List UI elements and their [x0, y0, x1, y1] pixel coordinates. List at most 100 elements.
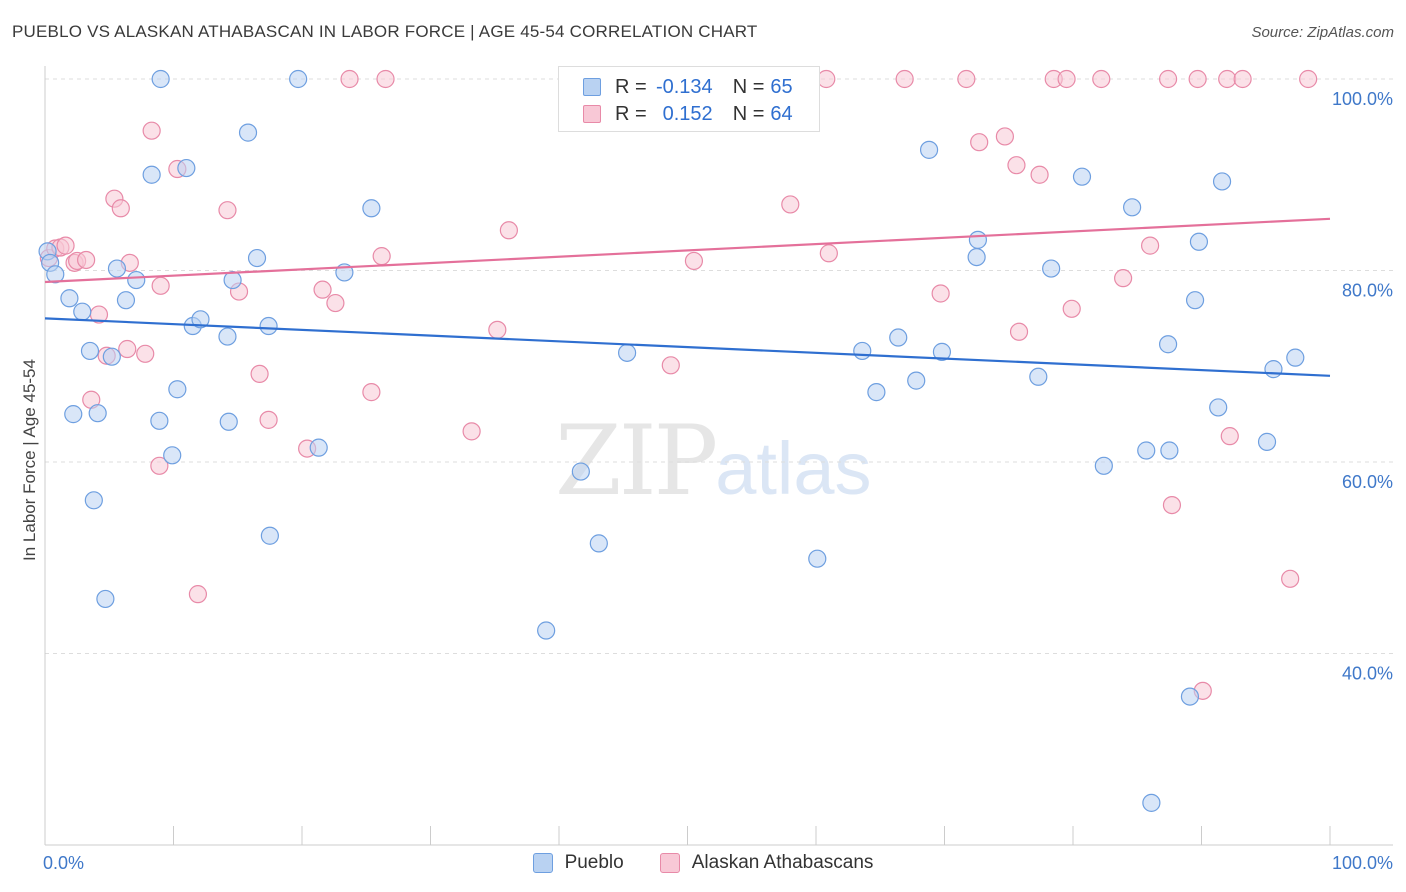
athabascan-point — [111, 199, 130, 218]
pueblo-point — [191, 310, 210, 329]
pueblo-point — [259, 316, 278, 336]
athabascan-point — [684, 251, 704, 271]
athabascan-n-value: 64 — [770, 102, 793, 125]
pueblo-point — [73, 302, 92, 321]
legend-item-pueblo[interactable]: Pueblo — [532, 852, 624, 874]
n-label: N = — [732, 102, 765, 125]
r-label: R = — [615, 102, 647, 125]
pueblo-point — [1286, 348, 1305, 367]
pueblo-point — [127, 270, 146, 290]
pueblo-point — [1142, 793, 1161, 812]
athabascan-point — [781, 195, 800, 214]
pueblo-point — [571, 462, 590, 481]
pueblo-point — [96, 589, 115, 609]
pueblo-point — [932, 342, 952, 361]
pueblo-point — [177, 158, 196, 178]
pueblo-n-value: 65 — [770, 75, 793, 98]
athabascan-point — [817, 69, 836, 89]
watermark-atlas: atlas — [715, 427, 872, 510]
n-label: N = — [732, 75, 765, 98]
pueblo-point — [1158, 335, 1178, 354]
athabascan-legend-swatch — [659, 853, 680, 873]
pueblo-point — [102, 347, 121, 366]
athabascan-point — [142, 121, 161, 140]
pueblo-point — [1123, 198, 1142, 217]
pueblo-point — [84, 491, 103, 510]
athabascan-point — [56, 236, 75, 255]
athabascan-point — [118, 339, 137, 359]
legend-row-athabascan: R = 0.152 N = 64 — [583, 102, 793, 126]
athabascan-point — [499, 221, 518, 240]
pueblo-point — [1257, 432, 1277, 451]
pueblo-point — [537, 621, 556, 640]
athabascan-point — [150, 456, 169, 475]
pueblo-point — [1264, 360, 1283, 379]
pueblo-point — [168, 380, 187, 399]
pueblo-point — [46, 265, 65, 284]
pueblo-trend-line — [44, 317, 1331, 377]
pueblo-point — [919, 140, 939, 159]
pueblo-point — [309, 438, 328, 457]
pueblo-point — [289, 69, 308, 89]
athabascan-point — [1114, 269, 1133, 288]
pueblo-point — [1160, 441, 1179, 460]
athabascan-point — [895, 69, 914, 89]
pueblo-point — [1185, 291, 1205, 310]
chart-title: PUEBLO VS ALASKAN ATHABASCAN IN LABOR FO… — [12, 22, 758, 41]
pueblo-point — [589, 534, 608, 553]
athabascan-point — [957, 69, 976, 89]
tick-labels: 40.0% 60.0% 80.0% 100.0% 0.0% 100.0% — [43, 89, 1393, 873]
pueblo-point — [142, 165, 161, 184]
trend-lines — [44, 217, 1331, 377]
athabascan-point — [1218, 69, 1237, 89]
pueblo-point — [853, 341, 872, 361]
athabascan-point — [372, 247, 391, 266]
athabascan-point — [1092, 69, 1111, 89]
axes — [44, 66, 1393, 846]
pueblo-point — [1189, 232, 1209, 251]
pueblo-point — [151, 69, 170, 89]
athabascan-point — [1057, 69, 1076, 89]
athabascan-point — [340, 69, 359, 89]
legend-item-athabascan[interactable]: Alaskan Athabascans — [659, 852, 873, 874]
pueblo-point — [1042, 259, 1061, 278]
pueblo-point — [362, 199, 381, 218]
y-axis-label: In Labor Force | Age 45-54 — [20, 359, 39, 561]
legend-row-pueblo: R = -0.134 N = 65 — [583, 75, 793, 99]
athabascan-point — [250, 364, 269, 384]
y-tick-label-40: 40.0% — [1342, 664, 1393, 684]
pueblo-point — [88, 404, 107, 423]
pueblo-swatch — [583, 78, 601, 96]
x-tick-label-0: 0.0% — [43, 853, 84, 873]
pueblo-point — [1180, 687, 1200, 706]
pueblo-point — [967, 247, 986, 267]
athabascan-point — [1030, 165, 1049, 184]
athabascan-point — [313, 280, 332, 299]
pueblo-point — [889, 328, 908, 347]
athabascan-point — [1062, 299, 1081, 318]
pueblo-r-value: -0.134 — [655, 75, 713, 98]
athabascan-point — [326, 293, 345, 313]
athabascan-point — [259, 410, 278, 429]
pueblo-legend-label: Pueblo — [564, 852, 624, 873]
pueblo-point — [150, 411, 169, 430]
athabascan-point — [136, 344, 155, 363]
pueblo-point — [808, 549, 827, 568]
athabascan-point — [931, 284, 950, 303]
y-tick-label-60: 60.0% — [1342, 472, 1393, 492]
pueblo-point — [60, 289, 79, 308]
athabascan-point — [462, 422, 481, 441]
pueblo-point — [116, 291, 136, 310]
pueblo-point — [223, 270, 242, 290]
grid-lines — [45, 78, 1393, 654]
pueblo-point — [219, 412, 238, 431]
athabascan-point — [376, 69, 395, 89]
athabascan-point — [1007, 156, 1026, 175]
pueblo-point — [1072, 167, 1092, 186]
athabascan-point — [1162, 495, 1182, 515]
athabascan-point — [1158, 69, 1178, 89]
pueblo-point — [1212, 172, 1232, 191]
pueblo-point — [80, 341, 100, 361]
athabascan-point — [970, 133, 989, 152]
